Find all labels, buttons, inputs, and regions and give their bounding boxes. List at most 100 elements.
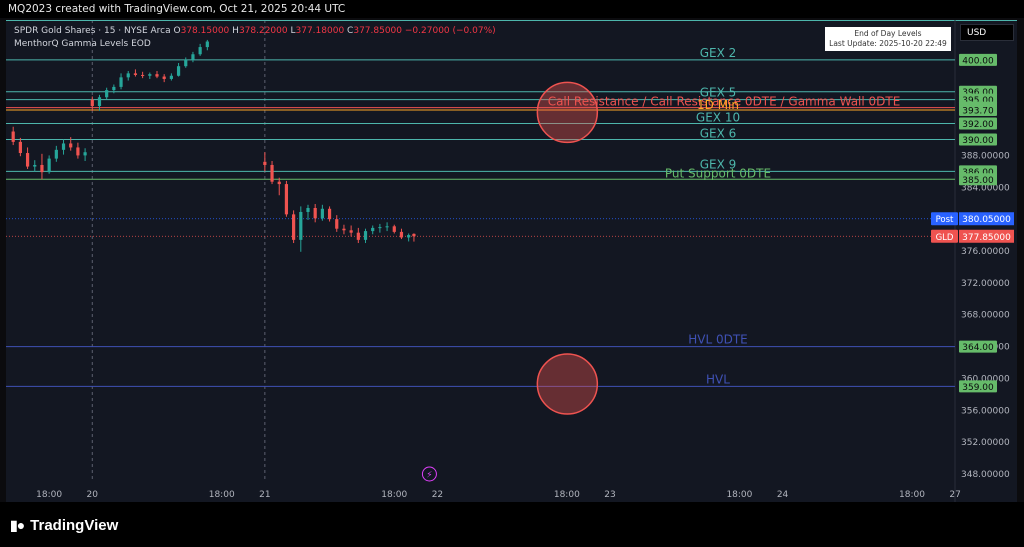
price-tag-name-bg — [931, 229, 958, 243]
x-tick-label: 27 — [949, 490, 960, 500]
candle — [205, 39, 209, 51]
ohlc-high: H378.22000 — [232, 26, 288, 36]
lightning-icon[interactable] — [421, 466, 437, 482]
candle — [198, 43, 202, 56]
candle — [363, 228, 368, 244]
candle-body — [112, 86, 116, 91]
candle — [399, 228, 404, 240]
x-tick-label: 18:00 — [899, 490, 925, 500]
y-tick-label: 360.00000 — [961, 374, 1010, 384]
level-badge-value: 400.00 — [962, 56, 994, 66]
candle — [162, 74, 166, 83]
gamma-level-label: GEX 10 — [696, 111, 740, 125]
candle — [412, 233, 416, 242]
gamma-level-label: HVL 0DTE — [688, 333, 748, 347]
level-badge-bg — [959, 340, 997, 353]
chart-area[interactable]: GEX 2 GEX 5 Call Resistance / Call Resista… — [6, 20, 1017, 502]
candle-body — [33, 164, 37, 167]
price-tag: GLD 377.85000 — [931, 229, 1014, 243]
candle — [378, 223, 382, 233]
candle — [133, 69, 138, 77]
gamma-level-label: Put Support 0DTE — [665, 166, 771, 180]
y-tick-label: 352.00000 — [961, 438, 1010, 448]
candle-body — [155, 74, 159, 77]
level-badge-bg — [959, 53, 997, 66]
candle — [306, 204, 310, 220]
candle-body — [385, 226, 389, 228]
y-tick-label: 348.00000 — [961, 470, 1010, 480]
candle — [191, 51, 195, 63]
candle-body — [90, 99, 94, 107]
candle — [90, 96, 94, 111]
tradingview-logo[interactable]: ▮● TradingView — [10, 517, 118, 534]
x-tick-label: 18:00 — [36, 490, 62, 500]
level-badge-bg — [959, 380, 997, 393]
level-badge-bg — [959, 173, 997, 186]
x-tick-label: 18:00 — [554, 490, 580, 500]
candle-body — [412, 233, 416, 237]
candle — [97, 94, 102, 111]
candle-body — [148, 74, 152, 76]
gamma-level-label: GEX 2 — [700, 46, 737, 60]
symbol-name: SPDR Gold Shares · 15 · NYSE Arca — [14, 26, 171, 36]
level-badge-bg — [959, 133, 997, 146]
candle — [76, 142, 80, 159]
candle-body — [363, 231, 368, 240]
level-badge-bg — [959, 104, 997, 117]
candle — [356, 227, 360, 244]
level-badge-value: 393.70 — [962, 107, 994, 117]
candle — [155, 70, 159, 79]
candle-body — [277, 181, 281, 185]
y-tick-label: 384.00000 — [961, 183, 1010, 193]
credit-text: MQ2023 created with TradingView.com, Oct… — [8, 3, 346, 15]
lightning-icon-glyph: ⚡ — [426, 471, 432, 481]
y-tick-label: 388.00000 — [961, 151, 1010, 161]
candle-body — [407, 235, 411, 238]
candle — [105, 87, 109, 100]
candle — [263, 152, 267, 172]
candle-body — [184, 59, 188, 67]
x-tick-label: 20 — [87, 490, 99, 500]
price-tag-value-bg — [959, 212, 1014, 226]
y-tick-label: 372.00000 — [961, 279, 1010, 289]
tradingview-logo-icon: ▮● — [10, 517, 25, 533]
candle — [342, 224, 346, 235]
candle-body — [40, 164, 44, 173]
candle — [371, 225, 375, 235]
footer: ▮● TradingView — [0, 502, 1024, 547]
indicator-name[interactable]: MenthorQ Gamma Levels EOD — [14, 39, 151, 49]
level-badge-value: 385.00 — [962, 176, 994, 186]
candle — [25, 147, 30, 169]
candle — [112, 84, 116, 94]
candle — [169, 73, 173, 81]
y-tick-label: 368.00000 — [961, 311, 1010, 321]
eod-levels-box: End of Day Levels Last Update: 2025-10-2… — [825, 27, 951, 51]
gamma-level-label: Call Resistance / Call Resistance 0DTE /… — [548, 95, 901, 109]
candle — [385, 222, 389, 232]
candle-body — [69, 143, 73, 148]
candle-body — [399, 231, 404, 238]
price-tag: Post 380.05000 — [931, 212, 1014, 226]
level-badge: 393.70 — [959, 104, 997, 117]
currency-selector[interactable]: USD — [960, 24, 1014, 41]
candles-layer — [11, 39, 416, 252]
ohlc-close: C377.85000 — [347, 26, 403, 36]
candle — [119, 73, 123, 90]
price-tag-value-bg — [959, 229, 1014, 243]
level-badge: 364.00 — [959, 340, 997, 353]
level-badge-value: 364.00 — [962, 343, 994, 353]
symbol-row: SPDR Gold Shares · 15 · NYSE Arca O378.1… — [14, 25, 496, 38]
axis-layer: 348.00000 352.00000 356.00000 360.00000 364.… — [36, 151, 1010, 500]
level-badge-value: 386.00 — [962, 168, 994, 178]
candle — [11, 126, 15, 146]
candle — [184, 57, 188, 68]
candle-body — [284, 184, 289, 215]
highlight-circle — [536, 353, 599, 415]
x-tick-label: 18:00 — [381, 490, 407, 500]
level-badge: 385.00 — [959, 173, 997, 186]
candle — [277, 177, 281, 196]
level-badge-value: 359.00 — [962, 383, 994, 393]
candle — [176, 63, 181, 77]
